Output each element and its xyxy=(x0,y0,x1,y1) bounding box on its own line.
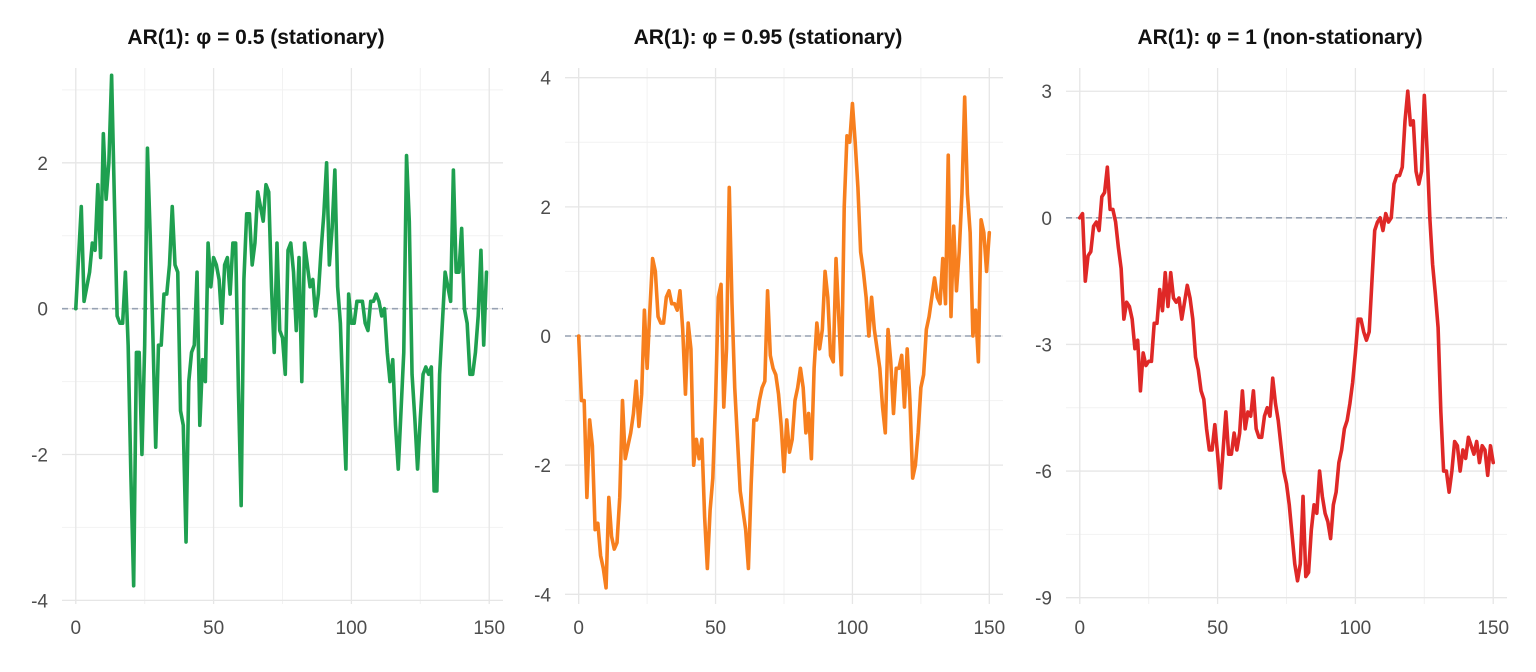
x-tick-label: 50 xyxy=(705,618,726,639)
x-tick-label: 150 xyxy=(973,618,1005,639)
x-tick-label: 150 xyxy=(473,618,505,639)
chart-ar1-phi-0-5: 0 50 100 150 -4 -2 0 2 xyxy=(31,68,505,639)
y-tick-label: -6 xyxy=(1035,462,1052,483)
y-tick-label: -2 xyxy=(534,456,551,477)
panel-phi-1: AR(1): φ = 1 (non-stationary) 0 50 100 150 -… xyxy=(1024,0,1536,672)
y-tick-label: 4 xyxy=(540,69,551,90)
x-tick-label: 50 xyxy=(1207,618,1228,639)
y-tick-label: 0 xyxy=(37,300,48,321)
y-tick-label: -3 xyxy=(1035,335,1052,356)
x-tick-label: 150 xyxy=(1477,618,1509,639)
y-tick-label: -9 xyxy=(1035,589,1052,610)
series-line xyxy=(73,73,489,588)
y-tick-label: 0 xyxy=(540,327,551,348)
x-tick-label: 50 xyxy=(203,618,224,639)
x-tick-label: 100 xyxy=(837,618,869,639)
panel-title: AR(1): φ = 0.5 (stationary) xyxy=(127,26,385,49)
chart-ar1-phi-0-95: 0 50 100 150 -4 -2 0 2 4 xyxy=(534,68,1005,639)
x-tick-label: 0 xyxy=(70,618,81,639)
panel-phi-0-5: AR(1): φ = 0.5 (stationary) 0 50 100 150 -4 -… xyxy=(0,0,512,672)
y-tick-label: 2 xyxy=(540,198,551,219)
y-tick-label: 0 xyxy=(1041,209,1052,230)
x-tick-label: 100 xyxy=(1340,618,1372,639)
y-tick-label: 3 xyxy=(1041,82,1052,103)
panel-title: AR(1): φ = 1 (non-stationary) xyxy=(1137,26,1423,49)
x-tick-label: 0 xyxy=(1074,618,1085,639)
y-tick-label: -2 xyxy=(31,446,48,467)
y-tick-label: -4 xyxy=(534,585,551,606)
x-tick-label: 0 xyxy=(573,618,584,639)
series-line xyxy=(1077,89,1496,583)
series-line xyxy=(576,95,992,590)
y-tick-label: -4 xyxy=(31,591,48,612)
panel-phi-0-95: AR(1): φ = 0.95 (stationary) 0 50 100 150 -4… xyxy=(512,0,1024,672)
panel-title: AR(1): φ = 0.95 (stationary) xyxy=(633,26,903,49)
chart-ar1-phi-1: 0 50 100 150 -9 -6 -3 0 3 xyxy=(1035,68,1509,639)
x-tick-label: 100 xyxy=(336,618,368,639)
y-tick-label: 2 xyxy=(37,154,48,175)
